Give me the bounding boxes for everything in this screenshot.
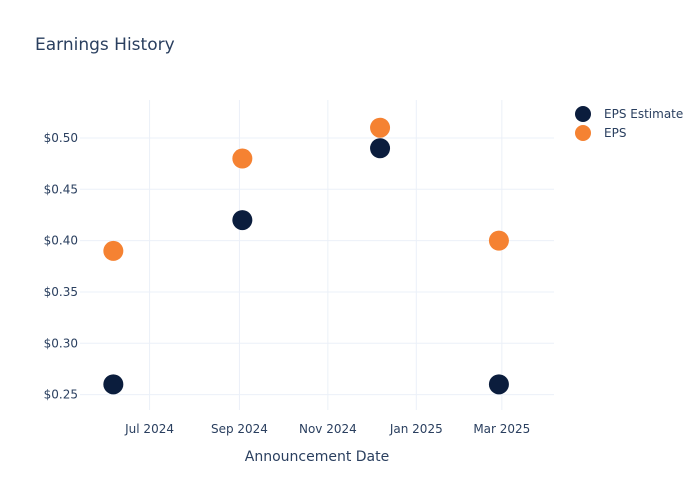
y-axis-ticks: $0.25 $0.30 $0.35 $0.40 $0.45 $0.50 [44, 131, 78, 402]
chart-title: Earnings History [35, 35, 175, 55]
x-axis-ticks: Jul 2024 Sep 2024 Nov 2024 Jan 2025 Mar 2025 [124, 422, 530, 436]
data-points [103, 117, 509, 395]
y-gridlines [80, 137, 554, 396]
x-tick-label: Mar 2025 [473, 422, 530, 436]
legend-label[interactable]: EPS Estimate [604, 107, 683, 121]
data-point-eps-estimate[interactable] [103, 374, 124, 395]
legend[interactable]: EPS Estimate EPS [575, 106, 683, 141]
data-point-eps[interactable] [232, 148, 253, 169]
y-tick-label: $0.30 [44, 336, 78, 350]
legend-label[interactable]: EPS [604, 126, 626, 140]
legend-marker[interactable] [575, 106, 591, 122]
data-point-eps[interactable] [370, 117, 391, 138]
y-tick-label: $0.35 [44, 285, 78, 299]
data-point-eps-estimate[interactable] [488, 374, 509, 395]
data-point-eps[interactable] [103, 240, 124, 261]
x-axis-title: Announcement Date [245, 449, 389, 465]
data-point-eps-estimate[interactable] [370, 138, 391, 159]
data-point-eps[interactable] [488, 230, 509, 251]
x-tick-label: Jul 2024 [124, 422, 174, 436]
y-tick-label: $0.40 [44, 234, 78, 248]
x-tick-label: Nov 2024 [299, 422, 357, 436]
data-point-eps-estimate[interactable] [232, 210, 253, 231]
y-tick-label: $0.45 [44, 182, 78, 196]
legend-marker[interactable] [575, 125, 591, 141]
x-tick-label: Sep 2024 [211, 422, 268, 436]
y-tick-label: $0.25 [44, 388, 78, 402]
y-tick-label: $0.50 [44, 131, 78, 145]
x-tick-label: Jan 2025 [389, 422, 443, 436]
